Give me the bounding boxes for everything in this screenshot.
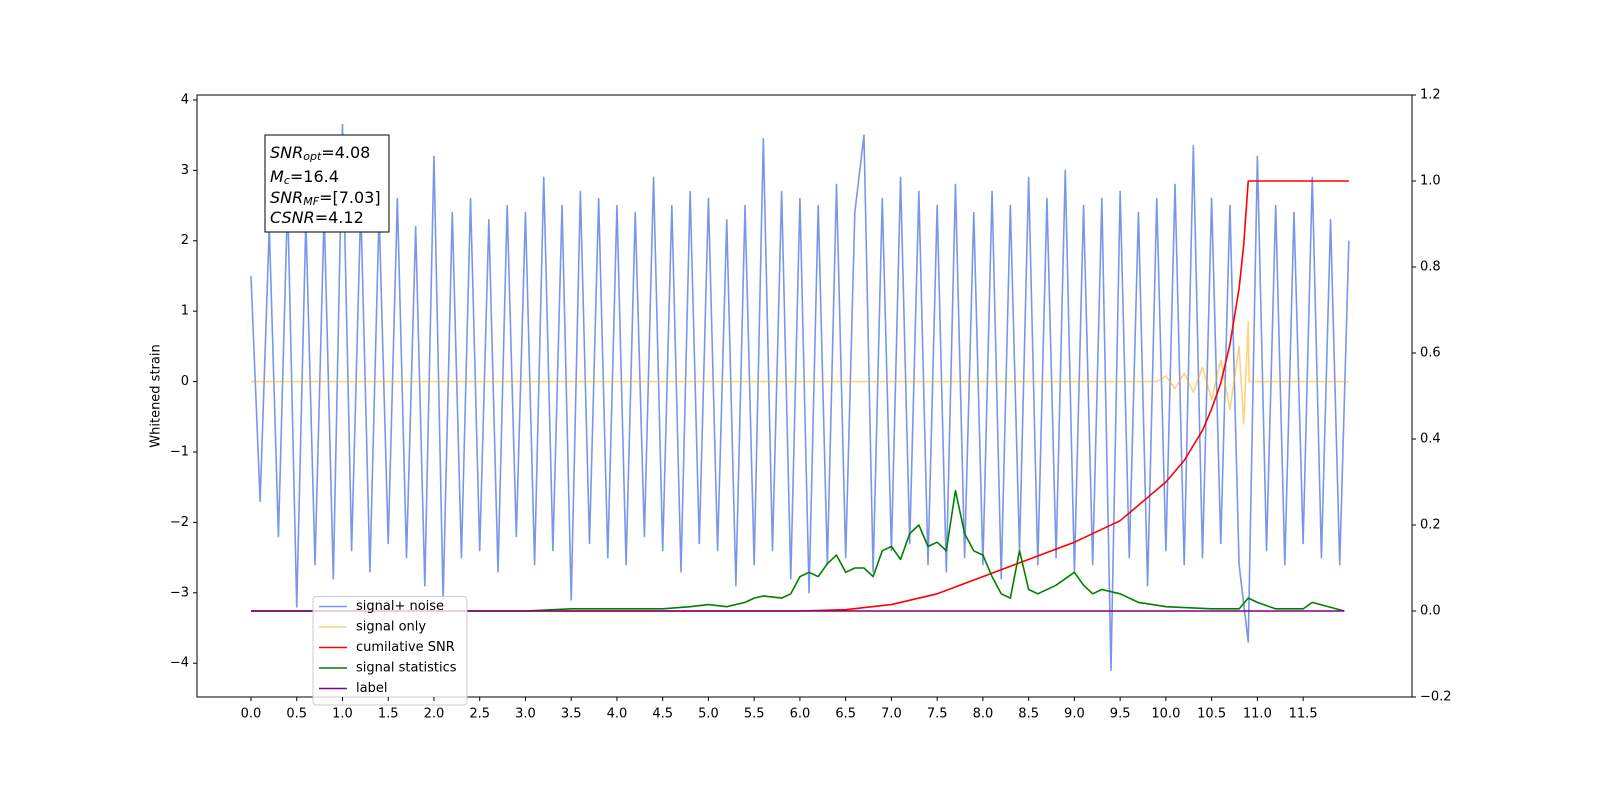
- y-tick-label: 3: [181, 163, 189, 178]
- annotation-value: =16.4: [290, 167, 339, 186]
- x-tick-label: 8.5: [1018, 707, 1039, 722]
- series-line: [250, 320, 1349, 425]
- x-tick-label: 5.5: [744, 707, 765, 722]
- annotation-subscript: MF: [303, 195, 319, 208]
- annotation: CSNR=4.12: [270, 208, 364, 227]
- y-tick-label: −2: [170, 515, 189, 530]
- annotation-value: =4.12: [315, 208, 364, 227]
- y-tick-label: −4: [170, 656, 189, 671]
- annotation-box: SNRopt=4.08 Mc=16.4 SNRMF=[7.03] CSNR=4.…: [264, 134, 390, 233]
- x-tick-label: 9.5: [1110, 707, 1131, 722]
- y-tick-label: −3: [170, 585, 189, 600]
- x-tick-label: 7.0: [881, 707, 902, 722]
- x-tick-label: 8.0: [973, 707, 994, 722]
- x-tick-label: 4.5: [652, 707, 673, 722]
- y-axis-label: Whitened strain: [149, 344, 164, 447]
- annotation: SNRMF=[7.03]: [270, 188, 381, 209]
- y2-tick-label: 0.0: [1420, 604, 1441, 619]
- x-tick-label: 9.0: [1064, 707, 1085, 722]
- x-tick-label: 0.5: [286, 707, 307, 722]
- y2-tick-label: 0.6: [1420, 346, 1441, 361]
- y2-tick-label: 0.2: [1420, 518, 1441, 533]
- y-tick-label: −1: [170, 444, 189, 459]
- annotation-frame: [264, 134, 390, 233]
- x-tick-label: 11.0: [1243, 707, 1272, 722]
- y-tick-label: 0: [181, 374, 189, 389]
- annotation-symbol: CSNR: [270, 208, 315, 227]
- legend-label: signal statistics: [356, 661, 457, 676]
- legend-frame: [312, 596, 468, 706]
- x-tick-label: 5.0: [698, 707, 719, 722]
- legend-label: cumilative SNR: [356, 640, 455, 655]
- x-tick-label: 1.5: [378, 707, 399, 722]
- x-tick-label: 10.0: [1151, 707, 1180, 722]
- annotation-symbol: SNR: [270, 188, 303, 207]
- y2-tick-label: 1.2: [1420, 88, 1441, 103]
- series-line: [250, 180, 1349, 612]
- series-line: [250, 489, 1345, 612]
- y-tick-label: 2: [181, 233, 189, 248]
- axes-frame: [196, 94, 1413, 698]
- y-tick-label: 4: [181, 92, 189, 107]
- annotation-subscript: c: [284, 174, 290, 187]
- legend-label: signal only: [356, 620, 426, 635]
- x-tick-label: 6.5: [835, 707, 856, 722]
- y2-tick-label: 0.8: [1420, 260, 1441, 275]
- y2-tick-label: −0.2: [1420, 690, 1452, 705]
- x-tick-label: 11.5: [1289, 707, 1318, 722]
- x-tick-label: 2.0: [424, 707, 445, 722]
- legend: signal+ noise signal only cumilative SNR si…: [312, 596, 468, 706]
- legend-label: label: [356, 681, 387, 696]
- x-tick-label: 0.0: [241, 707, 262, 722]
- annotation: Mc=16.4: [270, 167, 339, 188]
- annotation-symbol: M: [270, 167, 284, 186]
- annotation-symbol: SNR: [270, 143, 303, 162]
- annotation-value: =[7.03]: [319, 188, 381, 207]
- legend-label: signal+ noise: [356, 599, 444, 614]
- x-tick-label: 10.5: [1197, 707, 1226, 722]
- series-line: [250, 123, 1350, 672]
- x-tick-label: 7.5: [927, 707, 948, 722]
- y2-tick-label: 1.0: [1420, 174, 1441, 189]
- x-tick-label: 4.0: [607, 707, 628, 722]
- x-tick-label: 6.0: [790, 707, 811, 722]
- annotation: SNRopt=4.08: [270, 143, 370, 164]
- x-tick-label: 1.0: [332, 707, 353, 722]
- y2-tick-label: 0.4: [1420, 432, 1441, 447]
- annotation-subscript: opt: [303, 150, 322, 163]
- plot-area: [250, 123, 1350, 672]
- x-tick-label: 3.5: [561, 707, 582, 722]
- annotation-value: =4.08: [321, 143, 370, 162]
- x-tick-label: 2.5: [469, 707, 490, 722]
- y-tick-label: 1: [181, 304, 189, 319]
- x-tick-label: 3.0: [515, 707, 536, 722]
